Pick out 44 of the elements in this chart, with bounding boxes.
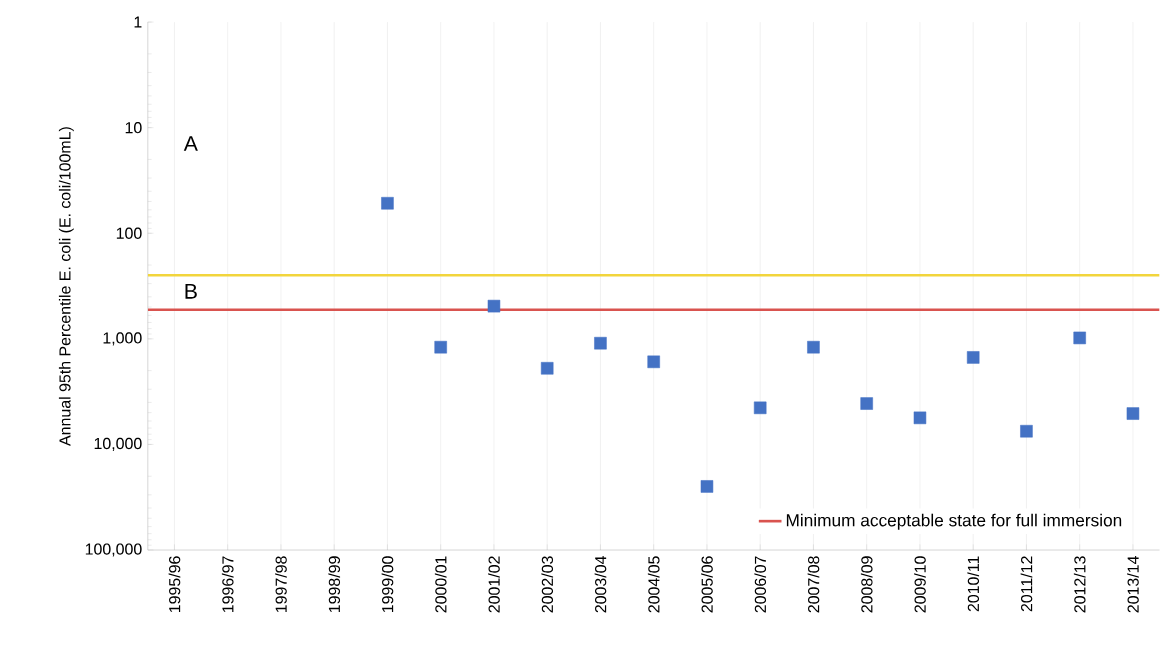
x-tick-label: 2006/07: [754, 556, 767, 613]
y-tick-label: 100,000: [85, 543, 142, 557]
point: [434, 341, 447, 354]
point: [1073, 331, 1086, 345]
point: [807, 341, 820, 354]
y-tick-label: 1,000: [103, 332, 142, 346]
point: [1020, 425, 1033, 438]
x-tick-label: 2012/13: [1073, 556, 1086, 613]
point: [647, 355, 660, 369]
x-tick-label: 1995/96: [168, 556, 181, 613]
point: [753, 401, 767, 415]
x-tick-label: 2013/14: [1127, 556, 1139, 613]
y-tick-label: 10,000: [94, 438, 142, 452]
y-tick-label: 10: [125, 122, 142, 134]
y-axis-title: Annual 95th Percentile E. coli (E. coli/100mL): [58, 127, 74, 447]
point: [487, 300, 501, 313]
point: [540, 362, 554, 375]
legend-label: Minimum acceptable state for full immersion: [786, 513, 1122, 530]
point: [966, 351, 980, 364]
point: [381, 197, 394, 210]
x-tick-label: 2004/05: [647, 556, 660, 613]
x-tick-label: 2011/12: [1020, 556, 1033, 612]
y-tick-label: 100: [116, 227, 142, 240]
x-tick-label: 1997/98: [275, 556, 287, 613]
x-tick-label: 2000/01: [434, 556, 447, 613]
x-tick-label: 2009/10: [914, 556, 926, 613]
x-tick-label: 2002/03: [541, 556, 554, 613]
point: [913, 411, 927, 425]
x-tick-label: 2001/02: [488, 556, 500, 613]
x-tick-label: 2003/04: [594, 556, 607, 613]
x-tick-label: 2007/08: [807, 556, 820, 613]
x-tick-label: 2010/11: [967, 556, 980, 612]
point: [1126, 407, 1140, 420]
x-tick-label: 1999/00: [381, 556, 394, 613]
annotation: B: [185, 284, 197, 299]
x-tick-label: 1996/97: [221, 556, 234, 613]
x-tick-label: 2005/06: [701, 556, 713, 613]
y-tick-label: 1: [134, 16, 142, 28]
annotation: A: [183, 136, 198, 151]
point: [594, 337, 607, 350]
point: [860, 397, 873, 410]
x-tick-label: 1998/99: [328, 556, 341, 613]
x-tick-label: 2008/09: [860, 556, 873, 613]
point: [700, 480, 714, 493]
